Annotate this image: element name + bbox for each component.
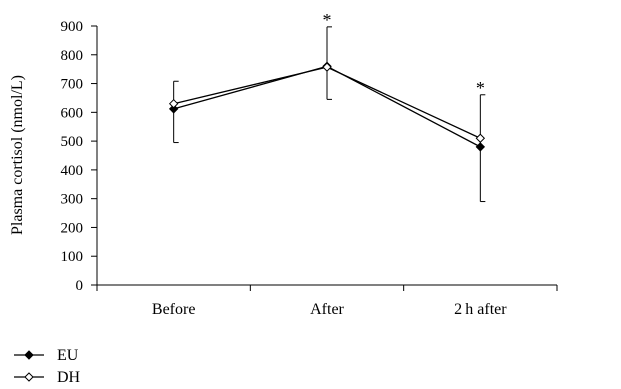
y-axis-title: Plasma cortisol (nmol/L) [9,75,26,235]
legend: EU DH [14,347,81,386]
y-tick-label: 200 [61,220,84,236]
legend-marker-eu [24,350,34,360]
legend-marker-dh [24,372,34,382]
series-markers [168,61,486,152]
y-tick-label: 0 [76,278,84,294]
y-axis: 0 100 200 300 400 500 600 700 800 900 [61,19,98,294]
y-tick-label: 300 [61,192,84,208]
y-tick-label: 500 [61,134,84,150]
legend-label-eu: EU [57,347,79,364]
y-tick-label: 700 [61,77,84,93]
significance-annotations: ** [323,10,485,98]
y-tick-label: 600 [61,105,84,121]
x-category-label: Before [152,301,196,318]
significance-marker: * [476,78,485,98]
x-category-label: After [310,301,344,318]
data-point-dh [322,62,332,72]
x-axis: Before After 2 h after [96,284,558,318]
y-tick-label: 800 [61,48,84,64]
data-point-eu [475,142,486,152]
y-tick-label: 100 [61,249,84,265]
significance-marker: * [323,10,332,30]
data-point-dh [475,133,486,143]
x-category-label: 2 h after [454,301,507,318]
data-point-dh [168,98,179,109]
y-tick-label: 900 [61,19,84,35]
legend-label-dh: DH [57,369,81,386]
data-point-eu [168,104,179,114]
y-tick-label: 400 [61,163,84,179]
error-bars [173,26,486,203]
